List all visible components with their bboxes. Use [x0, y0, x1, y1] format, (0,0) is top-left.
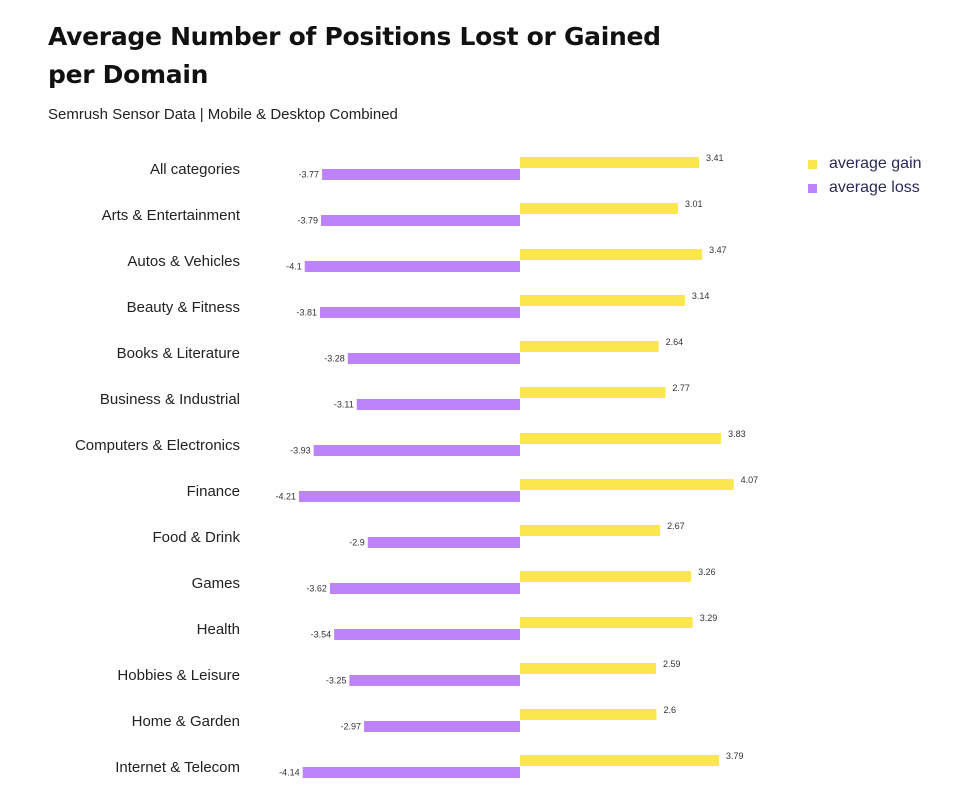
gain-value-label: 4.07 — [741, 475, 759, 485]
gain-value-label: 2.59 — [663, 659, 681, 669]
category-label: Business & Industrial — [100, 391, 240, 408]
category-label: Autos & Vehicles — [127, 253, 240, 270]
gain-value-label: 3.14 — [692, 291, 710, 301]
loss-bar[interactable] — [304, 261, 520, 272]
category-label: Beauty & Fitness — [127, 299, 240, 316]
gain-value-label: 3.26 — [698, 567, 716, 577]
gain-bar[interactable] — [520, 249, 703, 260]
category-label: Computers & Electronics — [75, 437, 240, 454]
loss-value-label: -4.14 — [279, 768, 300, 778]
gain-bar[interactable] — [520, 663, 656, 674]
chart-title: Average Number of Positions Lost or Gain… — [48, 22, 661, 89]
legend-item-loss[interactable]: average loss — [808, 176, 922, 200]
loss-value-label: -3.81 — [296, 308, 317, 318]
gain-bar[interactable] — [520, 203, 679, 214]
gain-value-label: 2.77 — [672, 383, 690, 393]
loss-value-label: -4.1 — [286, 262, 302, 272]
gain-bar[interactable] — [520, 433, 722, 444]
gain-bar[interactable] — [520, 157, 700, 168]
gain-value-label: 3.29 — [700, 613, 718, 623]
loss-value-label: -3.77 — [299, 170, 320, 180]
chart-subtitle: Semrush Sensor Data | Mobile & Desktop C… — [48, 106, 398, 123]
loss-bar[interactable] — [334, 629, 520, 640]
gain-bar[interactable] — [520, 755, 719, 766]
gain-bar[interactable] — [520, 479, 734, 490]
loss-bar[interactable] — [319, 307, 520, 318]
gain-value-label: 3.01 — [685, 199, 703, 209]
loss-bar[interactable] — [321, 215, 520, 226]
loss-bar[interactable] — [367, 537, 520, 548]
gain-value-label: 3.83 — [728, 429, 746, 439]
category-label: Games — [192, 575, 240, 592]
loss-value-label: -3.62 — [306, 584, 327, 594]
category-label: Hobbies & Leisure — [117, 667, 240, 684]
loss-bar[interactable] — [364, 721, 520, 732]
loss-value-label: -3.11 — [334, 400, 354, 410]
legend: average gain average loss — [808, 152, 922, 200]
loss-value-label: -3.25 — [326, 676, 347, 686]
loss-bar[interactable] — [322, 169, 520, 180]
category-label: Arts & Entertainment — [102, 207, 241, 224]
loss-bar[interactable] — [347, 353, 520, 364]
loss-value-label: -2.9 — [349, 538, 365, 548]
loss-bar[interactable] — [356, 399, 520, 410]
category-label: Health — [197, 621, 240, 638]
legend-swatch-loss — [808, 183, 817, 193]
gain-value-label: 3.79 — [726, 751, 744, 761]
gain-value-label: 3.41 — [706, 153, 724, 163]
legend-label-gain: average gain — [829, 155, 922, 172]
gain-bar[interactable] — [520, 617, 693, 628]
loss-value-label: -3.93 — [290, 446, 311, 456]
category-label: Food & Drink — [152, 529, 240, 546]
gain-bar[interactable] — [520, 525, 661, 536]
gain-bar[interactable] — [520, 709, 657, 720]
gain-value-label: 3.47 — [709, 245, 727, 255]
loss-bar[interactable] — [329, 583, 520, 594]
category-label: Home & Garden — [132, 713, 240, 730]
gain-bar[interactable] — [520, 571, 692, 582]
loss-value-label: -3.28 — [324, 354, 345, 364]
gain-bar[interactable] — [520, 341, 659, 352]
category-label: Books & Literature — [117, 345, 240, 362]
gain-bar[interactable] — [520, 387, 666, 398]
loss-value-label: -2.97 — [341, 722, 362, 732]
legend-swatch-gain — [808, 159, 817, 169]
category-label: Internet & Telecom — [115, 759, 240, 776]
loss-bar[interactable] — [313, 445, 520, 456]
gain-value-label: 2.6 — [664, 705, 677, 715]
loss-bar[interactable] — [349, 675, 520, 686]
loss-value-label: -4.21 — [275, 492, 296, 502]
gain-bar[interactable] — [520, 295, 685, 306]
category-label: All categories — [150, 161, 240, 178]
gain-value-label: 2.67 — [667, 521, 685, 531]
category-label: Finance — [187, 483, 240, 500]
loss-value-label: -3.79 — [298, 216, 319, 226]
gain-value-label: 2.64 — [666, 337, 684, 347]
loss-bar[interactable] — [298, 491, 520, 502]
legend-item-gain[interactable]: average gain — [808, 152, 922, 176]
legend-label-loss: average loss — [829, 179, 920, 196]
loss-value-label: -3.54 — [311, 630, 332, 640]
loss-bar[interactable] — [302, 767, 520, 778]
